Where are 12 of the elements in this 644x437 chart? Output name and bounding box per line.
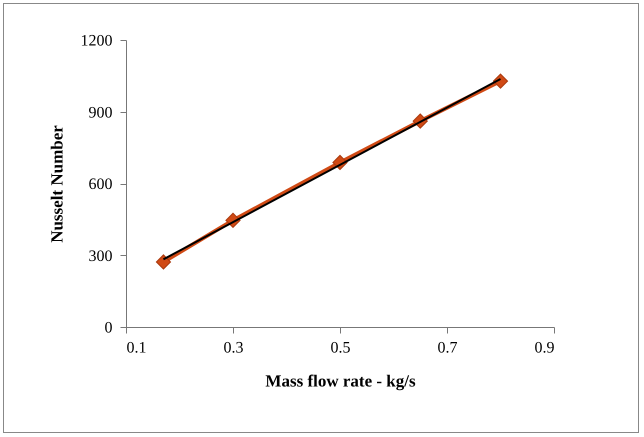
y-tick-label: 300 bbox=[88, 248, 112, 265]
y-tick-label: 0 bbox=[104, 320, 112, 336]
x-tick-label: 0.5 bbox=[330, 340, 350, 356]
x-tick-label: 0.3 bbox=[224, 340, 244, 356]
y-tick-label: 900 bbox=[88, 104, 112, 122]
x-tick-label: 0.1 bbox=[126, 340, 146, 356]
y-tick-label: 600 bbox=[88, 176, 112, 193]
x-tick-label: 0.7 bbox=[438, 340, 458, 356]
x-axis-title: Mass flow rate - kg/s bbox=[265, 372, 416, 390]
y-axis-title: Nusselt Number bbox=[48, 124, 66, 243]
y-tick-label: 1200 bbox=[80, 32, 112, 50]
x-tick-label: 0.9 bbox=[534, 340, 554, 356]
